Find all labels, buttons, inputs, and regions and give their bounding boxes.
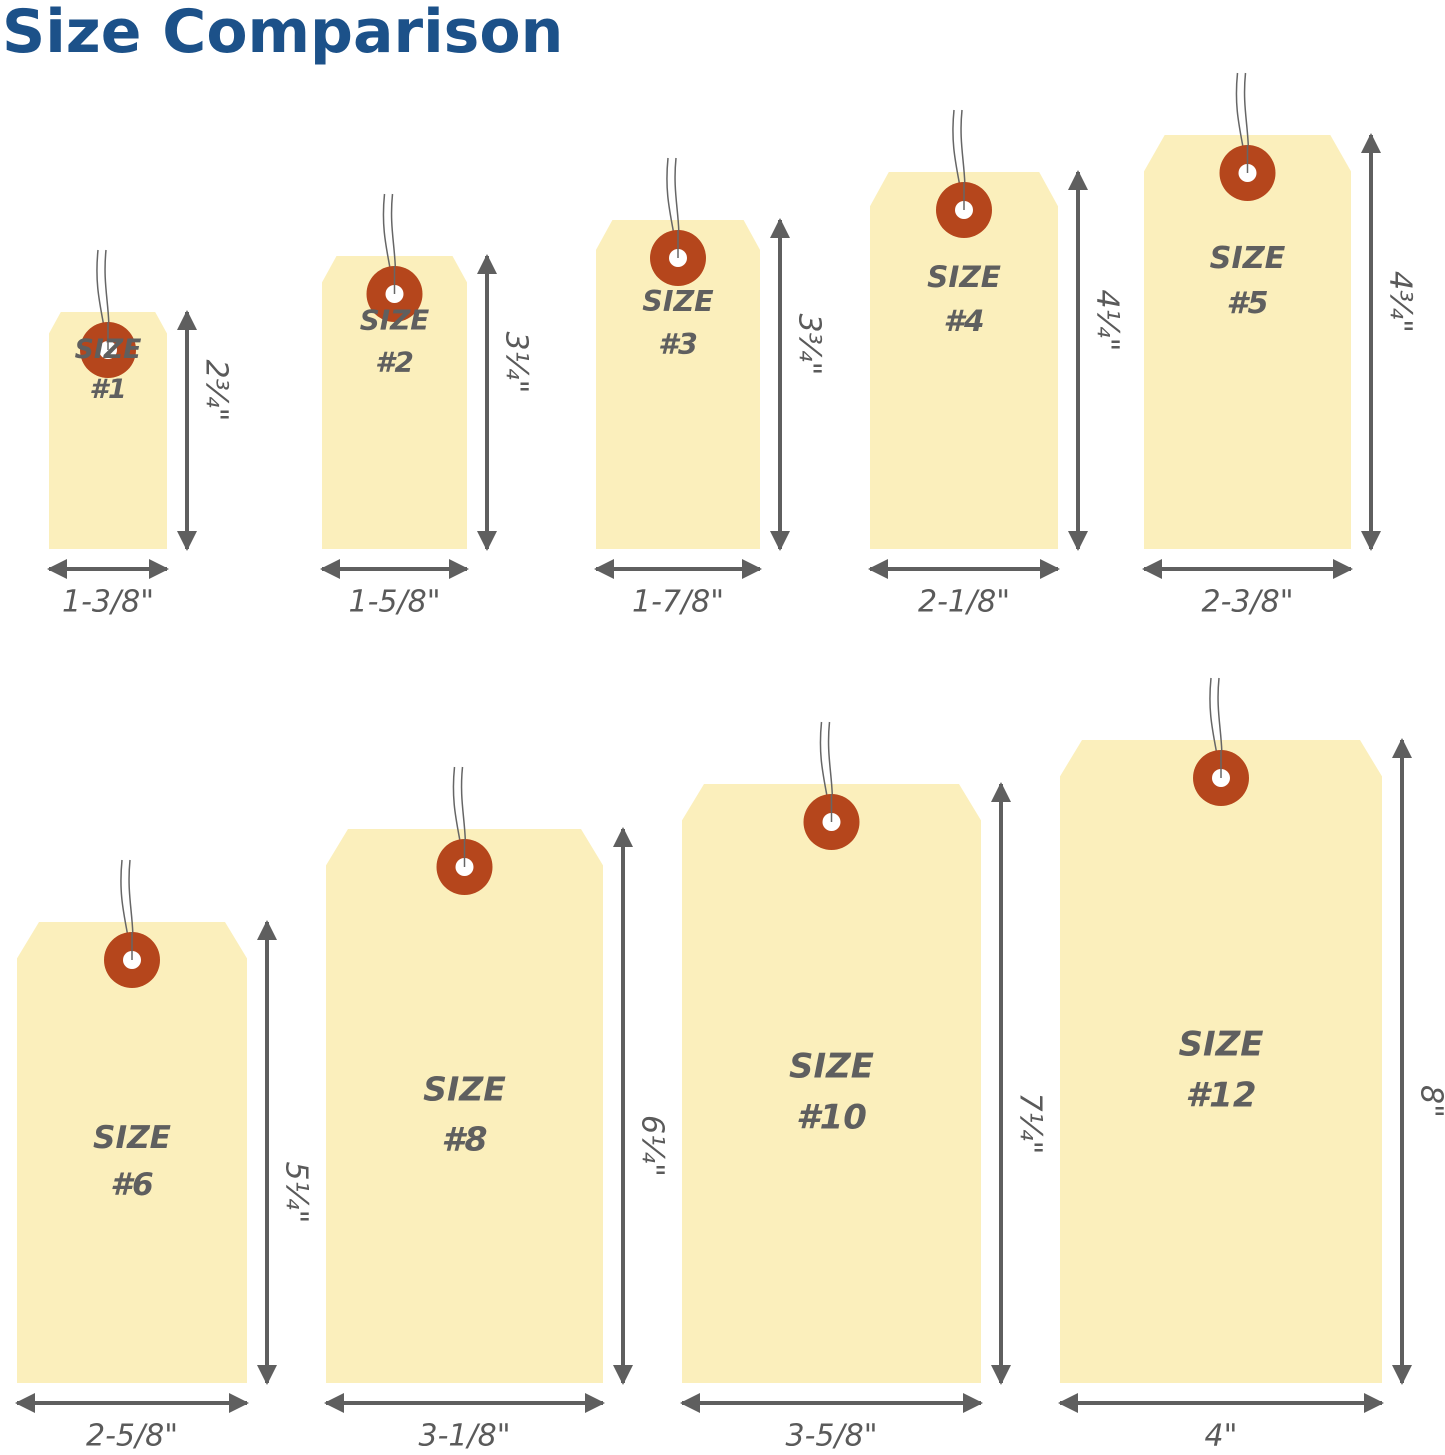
width-label: 1-7/8" bbox=[632, 585, 724, 620]
size-number: #6 bbox=[110, 1167, 153, 1203]
tag: SIZE #4 2-1/8" 4¼" bbox=[868, 109, 1125, 620]
tag-body bbox=[870, 172, 1058, 549]
size-number: #3 bbox=[658, 327, 698, 361]
tag: SIZE #2 1-5/8" 3¼" bbox=[320, 193, 534, 620]
tag: SIZE #12 4" 8" bbox=[1058, 677, 1445, 1454]
tag: SIZE #1 1-3/8" 2¾" bbox=[47, 249, 234, 620]
tag: SIZE #10 3-5/8" 7¼" bbox=[680, 721, 1048, 1454]
size-word: SIZE bbox=[927, 260, 1001, 294]
tag-body bbox=[322, 256, 467, 549]
width-label: 2-3/8" bbox=[1202, 585, 1294, 620]
height-label: 5¼" bbox=[279, 1162, 314, 1224]
tag: SIZE #8 3-1/8" 6¼" bbox=[324, 766, 670, 1454]
width-label: 1-5/8" bbox=[349, 585, 441, 620]
size-word: SIZE bbox=[789, 1047, 874, 1087]
width-label: 3-1/8" bbox=[419, 1419, 511, 1454]
tag: SIZE #5 2-3/8" 4¾" bbox=[1142, 72, 1418, 620]
size-number: #2 bbox=[375, 345, 414, 378]
tag-body bbox=[682, 784, 981, 1383]
tag-body bbox=[596, 220, 760, 549]
size-word: SIZE bbox=[93, 1120, 171, 1156]
height-label: 4¾" bbox=[1383, 271, 1418, 333]
size-word: SIZE bbox=[360, 304, 430, 337]
size-number: #12 bbox=[1186, 1076, 1257, 1116]
size-word: SIZE bbox=[1210, 241, 1286, 276]
size-number: #1 bbox=[89, 374, 126, 405]
size-word: SIZE bbox=[1178, 1025, 1263, 1065]
tag: SIZE #6 2-5/8" 5¼" bbox=[15, 859, 314, 1454]
size-word: SIZE bbox=[75, 334, 142, 365]
tag-body bbox=[17, 922, 247, 1383]
size-number: #8 bbox=[441, 1119, 487, 1158]
height-label: 3¼" bbox=[499, 332, 534, 394]
width-label: 2-5/8" bbox=[86, 1419, 178, 1454]
size-number: #4 bbox=[943, 304, 984, 338]
tag-body bbox=[49, 312, 167, 549]
tag-body bbox=[1144, 135, 1351, 549]
size-number: #5 bbox=[1226, 286, 1268, 321]
height-label: 2¾" bbox=[199, 360, 234, 422]
height-label: 3¾" bbox=[792, 314, 827, 376]
title: Size Comparison bbox=[2, 0, 563, 67]
size-word: SIZE bbox=[423, 1070, 506, 1109]
height-label: 6¼" bbox=[635, 1115, 670, 1177]
width-label: 1-3/8" bbox=[62, 585, 154, 620]
width-label: 2-1/8" bbox=[918, 585, 1010, 620]
size-word: SIZE bbox=[642, 284, 714, 318]
height-label: 7¼" bbox=[1013, 1093, 1048, 1155]
size-number: #10 bbox=[796, 1097, 867, 1137]
width-label: 3-5/8" bbox=[786, 1419, 878, 1454]
height-label: 4¼" bbox=[1090, 290, 1125, 352]
tag: SIZE #3 1-7/8" 3¾" bbox=[594, 157, 827, 620]
tag-body bbox=[1060, 740, 1382, 1383]
width-label: 4" bbox=[1205, 1419, 1238, 1454]
tag-body bbox=[326, 829, 603, 1383]
height-label: 8" bbox=[1414, 1085, 1445, 1118]
